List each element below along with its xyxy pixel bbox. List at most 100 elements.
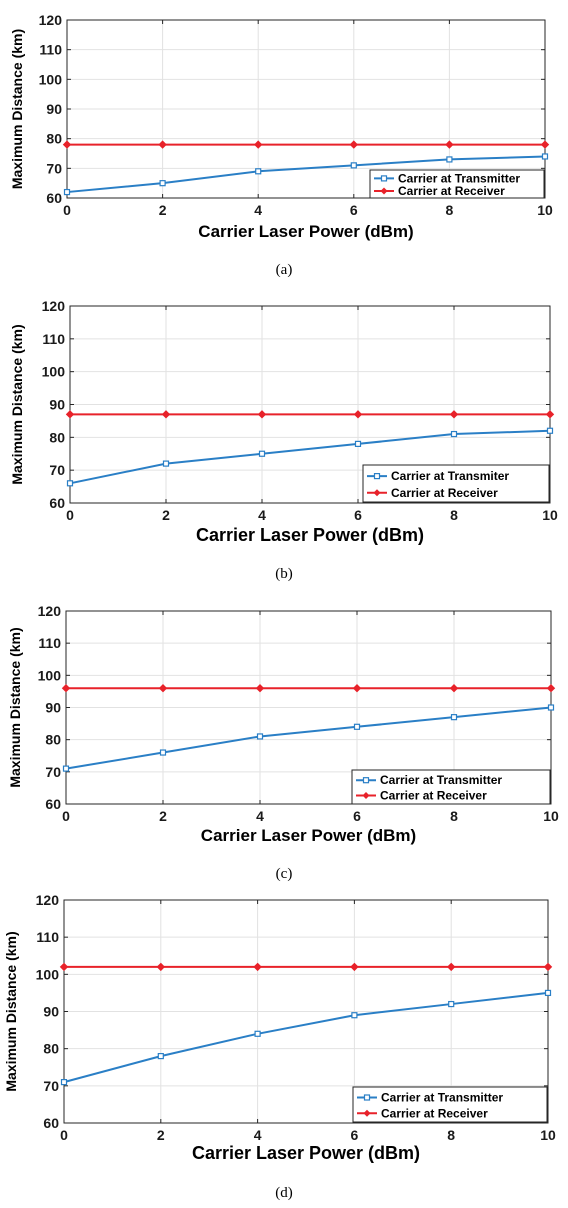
x-tick-label: 10 bbox=[540, 1127, 556, 1143]
chart-d: 0 2 4 6 8 10 60 70 80 90 100 110 120 Carrier Laser Po… bbox=[3, 892, 556, 1163]
data-point-receiver bbox=[61, 683, 71, 693]
y-tick-label: 90 bbox=[49, 397, 65, 413]
y-tick-label: 70 bbox=[43, 1078, 59, 1094]
x-tick-label: 0 bbox=[62, 808, 70, 824]
legend-swatch-marker bbox=[362, 792, 370, 799]
chart-a: 0 2 4 6 8 10 60 70 80 90 100 110 120 Carrier Laser Po… bbox=[9, 12, 553, 241]
x-axis-label: Carrier Laser Power (dBm) bbox=[198, 222, 413, 241]
legend-swatch-marker bbox=[363, 1094, 371, 1101]
legend-entry-receiver: Carrier at Receiver bbox=[380, 789, 487, 803]
caption-d: (d) bbox=[275, 1185, 293, 1201]
data-point-transmitter bbox=[351, 1012, 358, 1019]
y-tick-label: 100 bbox=[42, 364, 66, 380]
x-tick-label: 0 bbox=[63, 202, 71, 218]
legend-box bbox=[351, 769, 551, 805]
data-point-transmitter bbox=[354, 440, 362, 447]
legend-entry-receiver: Carrier at Receiver bbox=[398, 184, 505, 198]
y-tick-label: 60 bbox=[46, 190, 62, 206]
chart-panel-a: 0 2 4 6 8 10 60 70 80 90 100 110 120 Carrier Laser Po… bbox=[0, 0, 568, 250]
y-tick-label: 90 bbox=[46, 101, 62, 117]
y-tick-label: 120 bbox=[38, 603, 62, 619]
x-tick-label: 2 bbox=[159, 202, 167, 218]
data-point-receiver bbox=[449, 410, 459, 419]
chart-panel-c: 0 2 4 6 8 10 60 70 80 90 100 110 120 Carrier Laser Po… bbox=[0, 598, 568, 858]
data-point-transmitter bbox=[254, 1030, 261, 1037]
legend-swatch-marker bbox=[380, 175, 388, 182]
caption-a: (a) bbox=[275, 262, 293, 278]
data-point-transmitter bbox=[546, 427, 554, 434]
data-point-transmitter bbox=[159, 749, 167, 756]
y-tick-label: 80 bbox=[45, 732, 61, 748]
series-line-transmitter bbox=[69, 429, 551, 485]
series-line-transmitter bbox=[66, 155, 546, 194]
data-point-transmitter bbox=[450, 430, 458, 438]
data-point-transmitter bbox=[162, 460, 170, 467]
y-axis-label: Maximum Distance (km) bbox=[9, 324, 25, 484]
data-point-transmitter bbox=[541, 153, 549, 160]
data-point-receiver bbox=[158, 683, 168, 693]
data-point-transmitter bbox=[448, 1000, 455, 1008]
legend-box bbox=[369, 169, 545, 199]
y-tick-label: 70 bbox=[45, 764, 61, 780]
data-point-transmitter bbox=[256, 733, 264, 740]
y-tick-label: 110 bbox=[39, 42, 62, 58]
x-tick-label: 2 bbox=[162, 507, 170, 523]
x-tick-label: 4 bbox=[256, 808, 264, 824]
data-point-receiver bbox=[546, 683, 556, 693]
y-tick-label: 120 bbox=[42, 298, 66, 314]
data-point-receiver bbox=[65, 410, 75, 419]
x-tick-label: 8 bbox=[447, 1127, 455, 1143]
data-point-transmitter bbox=[547, 704, 555, 711]
data-point-receiver bbox=[158, 140, 167, 149]
x-tick-label: 6 bbox=[354, 507, 362, 523]
y-tick-label: 90 bbox=[43, 1004, 59, 1020]
y-tick-label: 60 bbox=[49, 495, 65, 511]
y-axis-label: Maximum Distance (km) bbox=[7, 627, 23, 787]
legend-entry-transmitter: Carrier at Transmitter bbox=[380, 773, 502, 787]
x-tick-label: 10 bbox=[543, 808, 559, 824]
data-point-transmitter bbox=[66, 480, 74, 487]
y-tick-label: 100 bbox=[39, 71, 63, 87]
x-tick-label: 0 bbox=[66, 507, 74, 523]
data-point-receiver bbox=[59, 962, 69, 972]
legend-box bbox=[352, 1086, 548, 1123]
x-tick-label: 8 bbox=[450, 808, 458, 824]
data-point-transmitter bbox=[350, 162, 357, 169]
y-tick-label: 120 bbox=[39, 12, 63, 28]
x-axis-label: Carrier Laser Power (dBm) bbox=[196, 525, 424, 545]
y-tick-label: 90 bbox=[45, 700, 61, 716]
y-tick-label: 110 bbox=[42, 331, 65, 347]
legend-entry-receiver: Carrier at Receiver bbox=[391, 486, 498, 500]
y-tick-label: 110 bbox=[36, 929, 59, 945]
chart-c: 0 2 4 6 8 10 60 70 80 90 100 110 120 Carrier Laser Po… bbox=[7, 603, 559, 845]
x-tick-label: 10 bbox=[542, 507, 558, 523]
y-tick-label: 100 bbox=[38, 667, 62, 683]
x-tick-label: 4 bbox=[258, 507, 266, 523]
data-point-receiver bbox=[353, 410, 363, 419]
data-point-transmitter bbox=[60, 1079, 68, 1086]
legend-swatch-marker bbox=[373, 473, 381, 480]
x-tick-label: 10 bbox=[537, 202, 553, 218]
y-tick-label: 80 bbox=[49, 429, 65, 445]
y-axis-label: Maximum Distance (km) bbox=[9, 29, 25, 189]
y-tick-label: 80 bbox=[46, 131, 62, 147]
data-point-transmitter bbox=[63, 188, 71, 196]
y-tick-label: 70 bbox=[49, 462, 65, 478]
x-tick-label: 2 bbox=[159, 808, 167, 824]
data-point-transmitter bbox=[258, 450, 266, 457]
data-point-receiver bbox=[445, 140, 454, 149]
y-tick-label: 70 bbox=[46, 160, 62, 176]
data-point-receiver bbox=[253, 140, 263, 149]
data-point-transmitter bbox=[159, 180, 166, 187]
x-tick-label: 0 bbox=[60, 1127, 68, 1143]
data-point-transmitter bbox=[157, 1053, 164, 1060]
y-tick-label: 100 bbox=[36, 966, 60, 982]
x-tick-label: 6 bbox=[351, 1127, 359, 1143]
y-tick-label: 60 bbox=[43, 1115, 59, 1131]
y-tick-label: 80 bbox=[43, 1041, 59, 1057]
x-tick-label: 2 bbox=[157, 1127, 165, 1143]
data-point-transmitter bbox=[544, 989, 552, 997]
x-axis-label: Carrier Laser Power (dBm) bbox=[201, 826, 416, 845]
chart-b: 0 2 4 6 8 10 60 70 80 90 100 110 120 Carrier Laser Po… bbox=[9, 298, 558, 545]
legend-swatch-marker bbox=[362, 777, 370, 784]
